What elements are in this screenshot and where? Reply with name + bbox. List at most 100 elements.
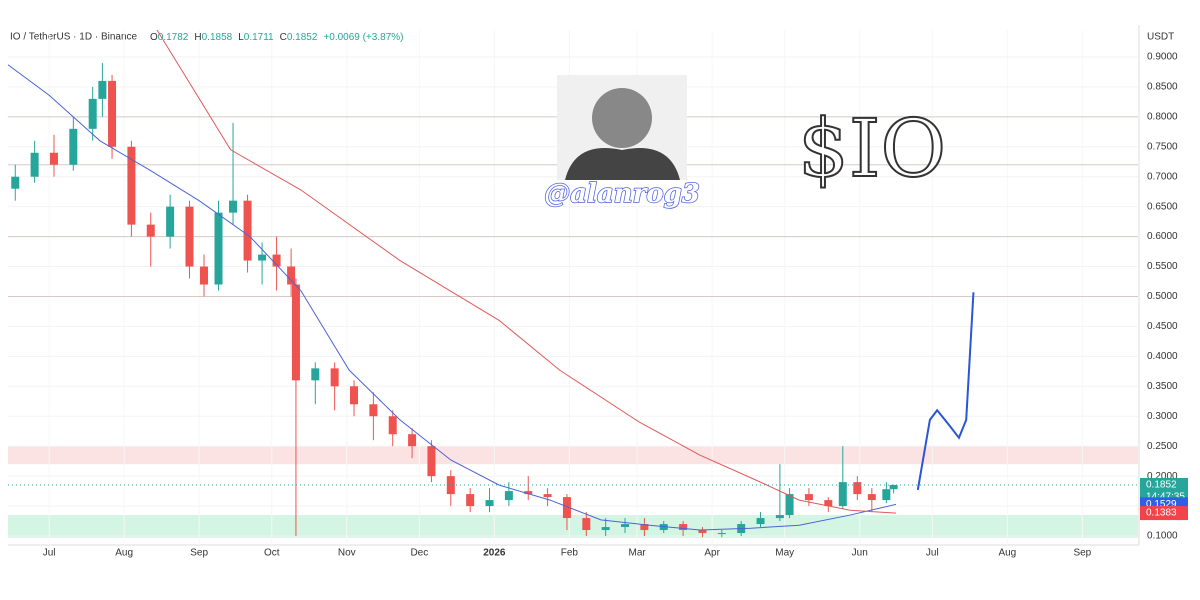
- ohlc-value: 0.1782: [158, 32, 189, 43]
- candle-body: [853, 482, 862, 495]
- price-tag-label: 0.1852: [1146, 480, 1177, 491]
- y-tick-label: 0.5500: [1147, 261, 1178, 272]
- ohlc-letter: L: [238, 32, 244, 43]
- chart-title: IO / TetherUS · 1D · Binance: [10, 32, 138, 43]
- candle-body: [582, 518, 591, 531]
- candle-body: [291, 284, 300, 381]
- candle-body: [369, 404, 378, 417]
- x-tick-label: Apr: [704, 548, 720, 559]
- candle-body: [889, 484, 898, 490]
- candle-body: [504, 491, 513, 501]
- x-tick-label: Feb: [561, 548, 579, 559]
- x-tick-label: Jul: [926, 548, 939, 559]
- candle-body: [166, 206, 175, 237]
- candle-body: [621, 524, 630, 528]
- moving-average: [8, 64, 897, 531]
- avatar: [557, 75, 687, 180]
- candle-body: [388, 416, 397, 435]
- x-tick-label: Dec: [410, 548, 428, 559]
- ohlc-letter: C: [280, 32, 287, 43]
- candle-body: [88, 98, 97, 129]
- candle-body: [49, 152, 58, 165]
- ohlc-change: +0.0069 (+3.87%): [323, 32, 403, 43]
- candle-body: [562, 497, 571, 519]
- candle-body: [11, 176, 20, 189]
- y-tick-label: 0.3500: [1147, 381, 1178, 392]
- candle-body: [867, 494, 876, 501]
- candle-body: [243, 200, 252, 261]
- x-tick-label: Nov: [338, 548, 356, 559]
- candle-body: [69, 128, 78, 165]
- candle-body: [427, 446, 436, 477]
- candle-body: [272, 254, 281, 267]
- candle-body: [601, 527, 610, 531]
- ohlc-letter: H: [194, 32, 201, 43]
- candle-body: [838, 482, 847, 507]
- y-tick-label: 0.6000: [1147, 231, 1178, 242]
- x-tick-label: Aug: [115, 548, 133, 559]
- candle-body: [311, 368, 320, 381]
- ohlc-value: 0.1711: [244, 32, 274, 43]
- x-tick-label: May: [775, 548, 794, 559]
- candle-body: [466, 494, 475, 507]
- moving-average: [156, 30, 897, 514]
- unit-label: USDT: [1147, 32, 1174, 43]
- y-tick-label: 0.7000: [1147, 171, 1178, 182]
- zone: [8, 446, 1138, 465]
- y-tick-label: 0.8500: [1147, 82, 1178, 93]
- candle-body: [214, 212, 223, 285]
- candle-body: [882, 489, 891, 501]
- y-tick-label: 0.3000: [1147, 411, 1178, 422]
- y-tick-label: 0.1000: [1147, 531, 1178, 542]
- y-tick-label: 0.6500: [1147, 201, 1178, 212]
- candle-body: [717, 533, 726, 535]
- candle-body: [108, 80, 117, 147]
- y-tick-label: 0.4000: [1147, 351, 1178, 362]
- zone: [8, 515, 1138, 538]
- candle-body: [98, 80, 107, 99]
- ohlc-letter: O: [150, 32, 158, 43]
- price-tag: [1140, 506, 1188, 521]
- price-tag-label: 0.1529: [1146, 499, 1177, 510]
- candle-body: [330, 368, 339, 387]
- ohlc-legend: O0.1782 H0.1858 L0.1711 C0.1852 +0.0069 (+3.…: [150, 32, 404, 43]
- candle-body: [446, 476, 455, 495]
- candle-body: [543, 494, 552, 498]
- candle-body: [30, 152, 39, 177]
- ohlc-value: 0.1852: [287, 32, 318, 43]
- candle-body: [775, 515, 784, 519]
- candle-body: [804, 494, 813, 501]
- ohlc-value: 0.1858: [202, 32, 233, 43]
- y-tick-label: 0.8000: [1147, 111, 1178, 122]
- candle-body: [824, 500, 833, 507]
- candle-body: [185, 206, 194, 267]
- candle-body: [785, 494, 794, 516]
- candle-body: [408, 434, 417, 447]
- y-tick-label: 0.2000: [1147, 471, 1178, 482]
- candle-body: [640, 524, 649, 531]
- x-tick-label: Jul: [43, 548, 56, 559]
- projection-line: [916, 292, 975, 491]
- x-tick-label: Jun: [852, 548, 868, 559]
- y-tick-label: 0.5000: [1147, 291, 1178, 302]
- x-tick-label: Sep: [1073, 548, 1091, 559]
- candle-body: [698, 530, 707, 534]
- candle-body: [524, 491, 533, 495]
- candle-body: [229, 200, 238, 213]
- candle-body: [127, 146, 136, 225]
- y-tick-label: 0.2500: [1147, 441, 1178, 452]
- x-tick-label: Sep: [190, 548, 208, 559]
- candle-body: [146, 224, 155, 237]
- candle-body: [258, 254, 267, 261]
- countdown: 14:47:35: [1146, 492, 1185, 503]
- candle-body: [756, 518, 765, 525]
- candle-body: [350, 386, 359, 405]
- x-tick-label: Mar: [629, 548, 647, 559]
- candle-body: [199, 266, 208, 285]
- watermark-handle: @alanrog3: [544, 179, 700, 209]
- candle-body: [287, 266, 296, 285]
- x-tick-label: Aug: [998, 548, 1016, 559]
- candle-body: [485, 500, 494, 507]
- candle-body: [679, 524, 688, 531]
